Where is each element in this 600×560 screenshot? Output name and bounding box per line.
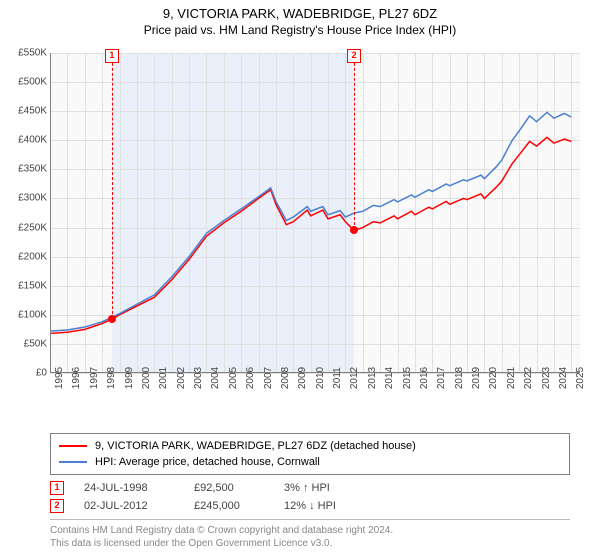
xtick-label: 2015 — [402, 367, 413, 389]
page-subtitle: Price paid vs. HM Land Registry's House … — [0, 21, 600, 43]
xtick-label: 2022 — [523, 367, 534, 389]
sale-price: £245,000 — [194, 500, 264, 512]
ytick-label: £150K — [18, 280, 47, 291]
sale-row: 1 24-JUL-1998 £92,500 3% ↑ HPI — [50, 481, 600, 495]
xtick-label: 2002 — [176, 367, 187, 389]
sales-list: 1 24-JUL-1998 £92,500 3% ↑ HPI 2 02-JUL-2012 £… — [0, 481, 600, 513]
footer-line-1: Contains HM Land Registry data © Crown c… — [50, 524, 570, 537]
xtick-label: 2018 — [454, 367, 465, 389]
xtick-label: 2025 — [575, 367, 586, 389]
xtick-label: 2013 — [367, 367, 378, 389]
xtick-label: 2014 — [384, 367, 395, 389]
xtick-label: 1996 — [71, 367, 82, 389]
sale-date: 02-JUL-2012 — [84, 500, 174, 512]
xtick-label: 2020 — [488, 367, 499, 389]
xtick-label: 2024 — [558, 367, 569, 389]
ytick-label: £300K — [18, 193, 47, 204]
legend-label-property: 9, VICTORIA PARK, WADEBRIDGE, PL27 6DZ (… — [95, 440, 416, 452]
xtick-label: 2007 — [263, 367, 274, 389]
xtick-label: 2010 — [315, 367, 326, 389]
sale-number-box: 2 — [50, 499, 64, 513]
ytick-label: £550K — [18, 48, 47, 59]
xtick-label: 1997 — [89, 367, 100, 389]
footer-line-2: This data is licensed under the Open Gov… — [50, 537, 570, 550]
sale-date: 24-JUL-1998 — [84, 482, 174, 494]
page-title: 9, VICTORIA PARK, WADEBRIDGE, PL27 6DZ — [0, 0, 600, 21]
xtick-label: 2011 — [332, 367, 343, 389]
ytick-label: £400K — [18, 135, 47, 146]
legend-row-property: 9, VICTORIA PARK, WADEBRIDGE, PL27 6DZ (… — [59, 438, 561, 454]
xtick-label: 2009 — [297, 367, 308, 389]
xtick-label: 2023 — [541, 367, 552, 389]
legend-swatch-property — [59, 445, 87, 447]
xtick-label: 2017 — [436, 367, 447, 389]
xtick-label: 2000 — [141, 367, 152, 389]
sale-marker-1: 1 — [105, 49, 119, 63]
xtick-label: 2016 — [419, 367, 430, 389]
series-lines — [50, 53, 580, 373]
xtick-label: 2005 — [228, 367, 239, 389]
ytick-label: £200K — [18, 251, 47, 262]
xtick-label: 1998 — [106, 367, 117, 389]
ytick-label: £350K — [18, 164, 47, 175]
xtick-label: 2021 — [506, 367, 517, 389]
xtick-label: 2001 — [158, 367, 169, 389]
footer: Contains HM Land Registry data © Crown c… — [50, 519, 570, 550]
plot-area: 12 — [50, 53, 580, 373]
xtick-label: 2019 — [471, 367, 482, 389]
series-hpi — [50, 112, 571, 331]
legend-row-hpi: HPI: Average price, detached house, Corn… — [59, 454, 561, 470]
sale-price: £92,500 — [194, 482, 264, 494]
xtick-label: 1999 — [124, 367, 135, 389]
xtick-label: 2003 — [193, 367, 204, 389]
chart: 12 £0£50K£100K£150K£200K£250K£300K£350K£… — [0, 43, 600, 433]
ytick-label: £250K — [18, 222, 47, 233]
series-property — [50, 137, 571, 333]
sale-marker-2: 2 — [347, 49, 361, 63]
ytick-label: £500K — [18, 77, 47, 88]
xtick-label: 2004 — [210, 367, 221, 389]
sale-row: 2 02-JUL-2012 £245,000 12% ↓ HPI — [50, 499, 600, 513]
ytick-label: £100K — [18, 309, 47, 320]
legend-swatch-hpi — [59, 461, 87, 463]
sale-diff: 12% ↓ HPI — [284, 500, 336, 512]
xtick-label: 1995 — [54, 367, 65, 389]
sale-number-box: 1 — [50, 481, 64, 495]
axis-y — [50, 53, 51, 373]
xtick-label: 2006 — [245, 367, 256, 389]
ytick-label: £450K — [18, 106, 47, 117]
legend: 9, VICTORIA PARK, WADEBRIDGE, PL27 6DZ (… — [50, 433, 570, 475]
ytick-label: £50K — [24, 338, 47, 349]
xtick-label: 2008 — [280, 367, 291, 389]
ytick-label: £0 — [36, 368, 47, 379]
sale-diff: 3% ↑ HPI — [284, 482, 330, 494]
legend-label-hpi: HPI: Average price, detached house, Corn… — [95, 456, 320, 468]
xtick-label: 2012 — [349, 367, 360, 389]
